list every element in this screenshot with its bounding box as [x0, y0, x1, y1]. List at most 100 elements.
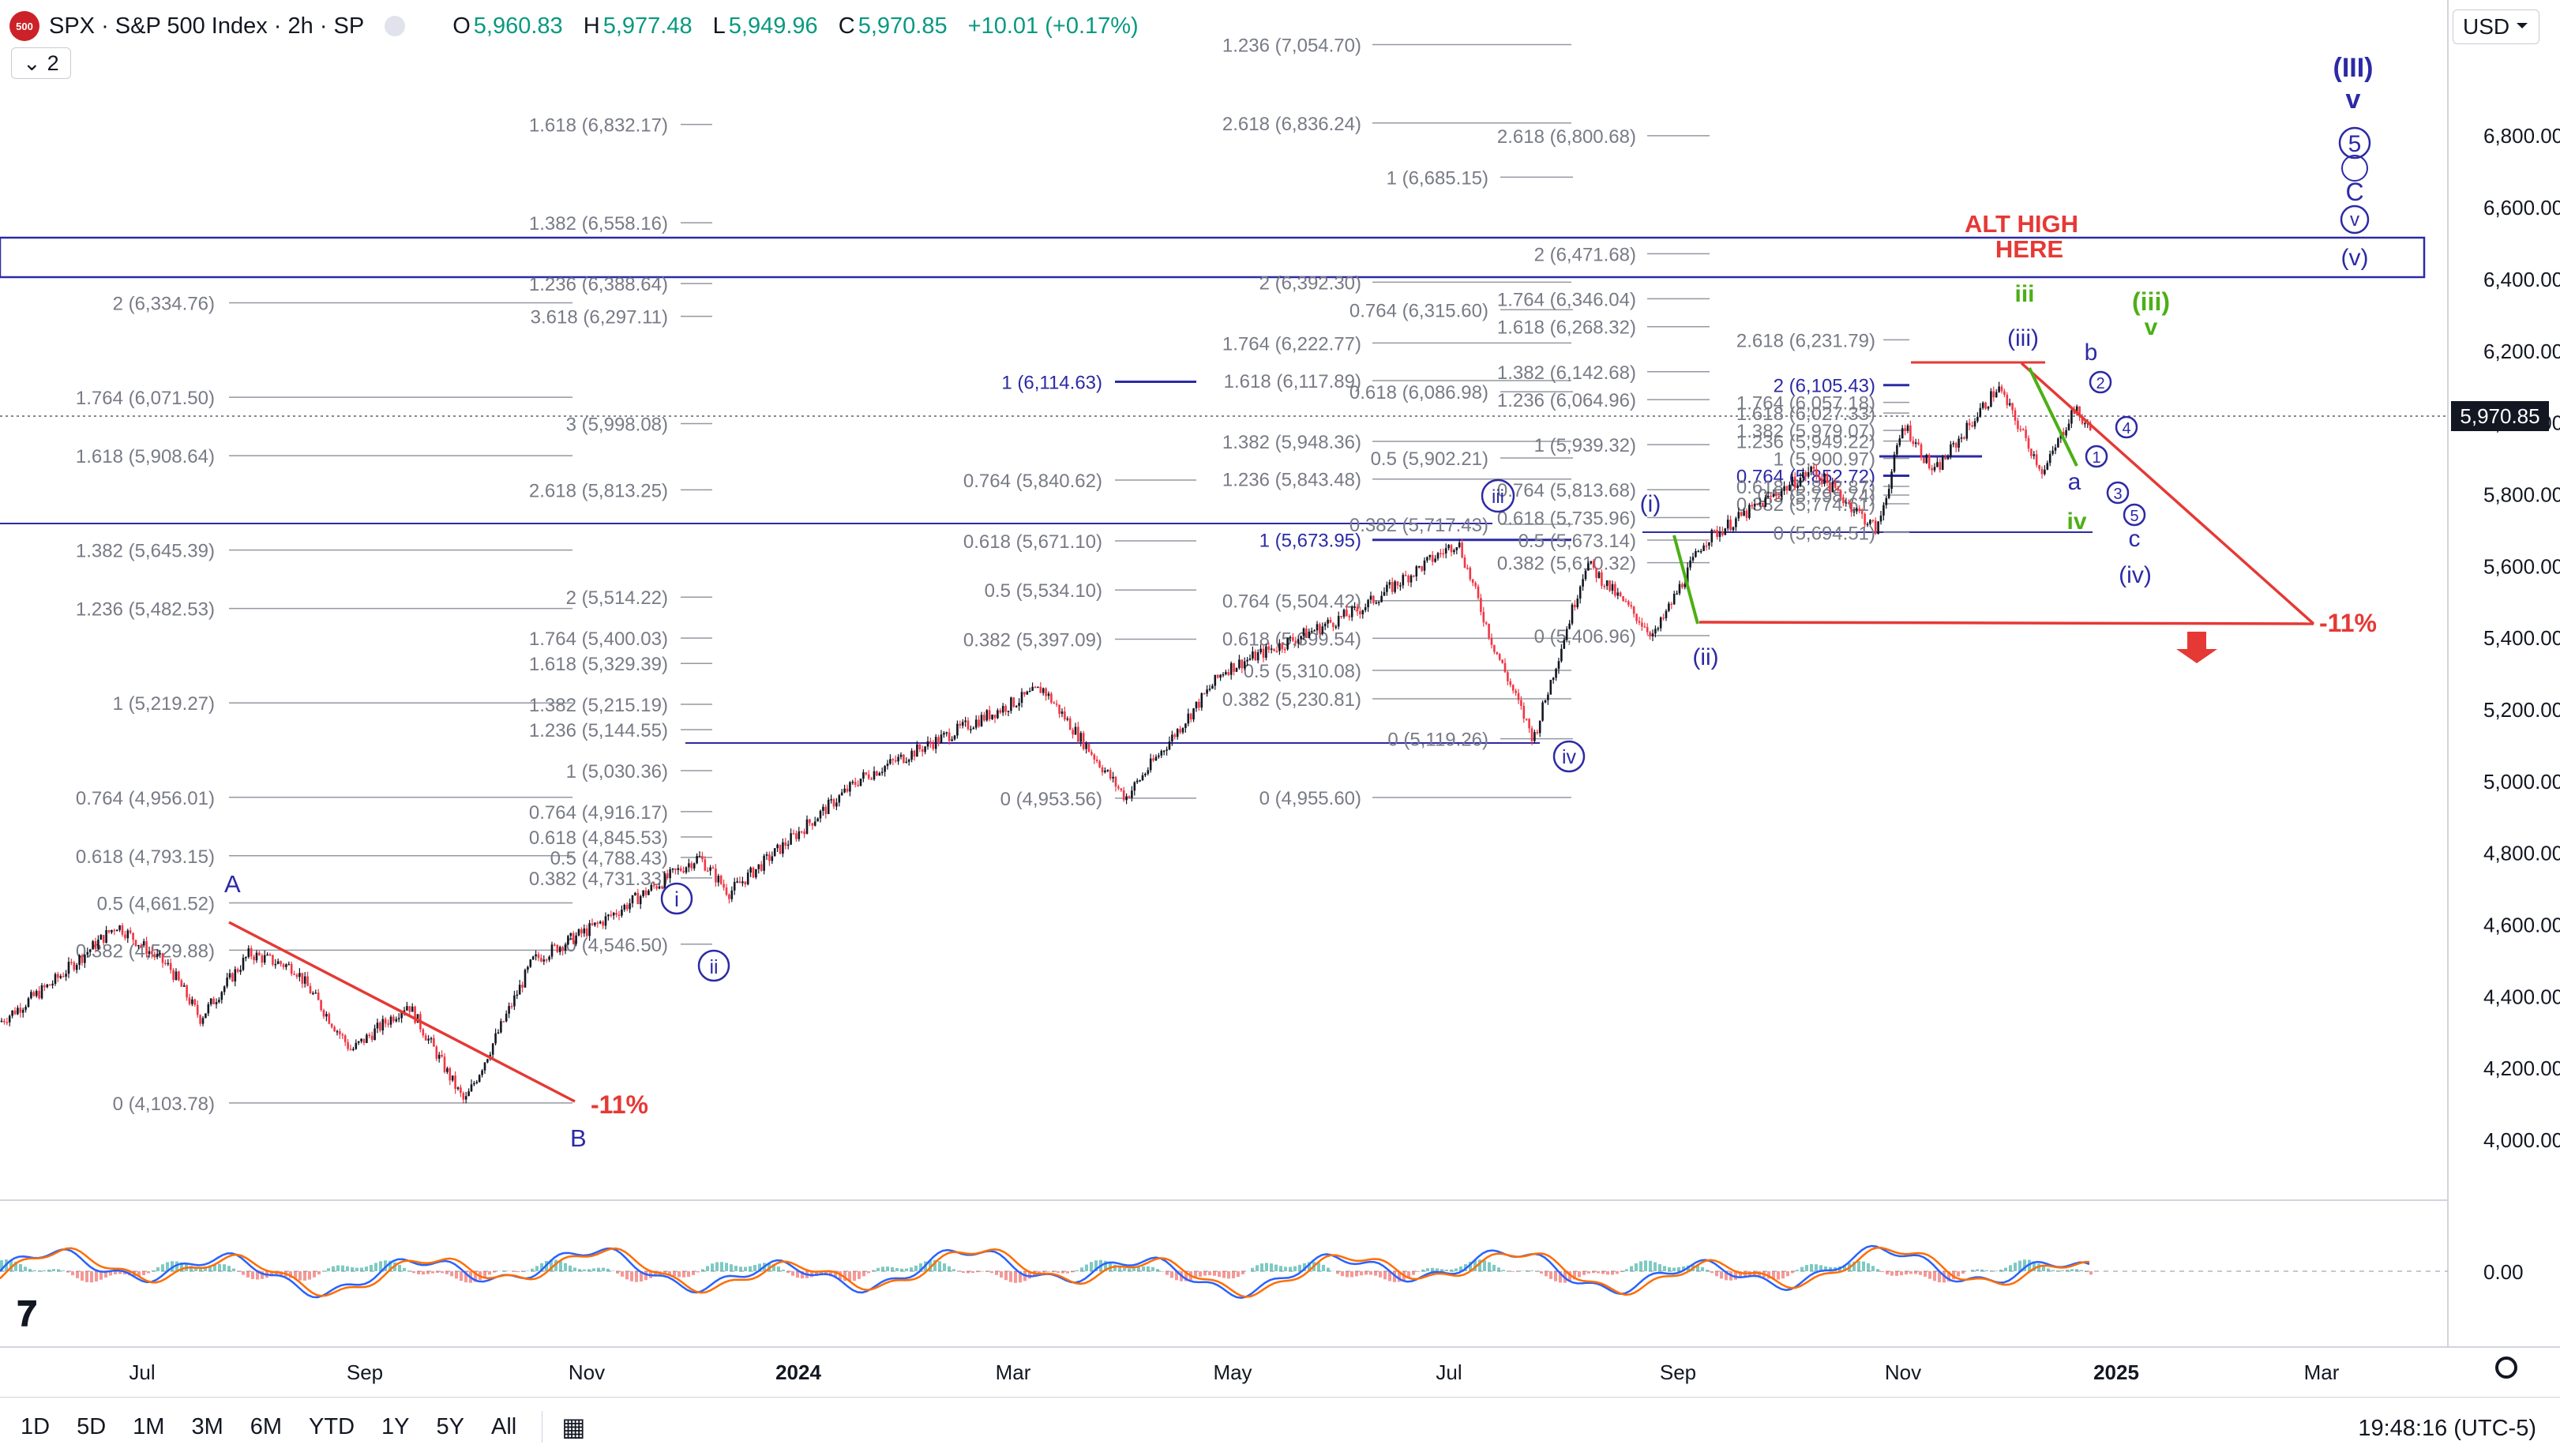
candle-body [1327, 619, 1329, 624]
histogram-bar [1123, 1267, 1126, 1271]
candle-body [1791, 476, 1794, 485]
candle-body [621, 910, 623, 916]
histogram-bar [962, 1271, 965, 1274]
candle-body [1981, 402, 1984, 408]
timeframe-button[interactable]: 3M [191, 1413, 223, 1439]
green-wave-segment-recent [2028, 367, 2078, 467]
candle-body [615, 913, 617, 915]
candle-body [1576, 599, 1579, 608]
candle-body [803, 831, 805, 835]
histogram-bar [1388, 1271, 1391, 1282]
candle-body [1026, 691, 1029, 695]
svg-text:4: 4 [2122, 420, 2130, 437]
histogram-bar [370, 1264, 373, 1271]
candle-body [1906, 425, 1909, 431]
candle-body [178, 971, 180, 981]
candle-body [339, 1030, 341, 1035]
histogram-bar [1047, 1271, 1050, 1272]
histogram-bar [711, 1263, 714, 1271]
indicators-toggle[interactable]: ⌄ 2 [11, 47, 71, 79]
candle-body [1386, 584, 1388, 592]
timeframe-button[interactable]: 6M [250, 1413, 283, 1439]
timeframe-button[interactable]: YTD [309, 1413, 355, 1439]
candle-body [2040, 468, 2044, 475]
candle-body [231, 973, 234, 981]
candle-body [1294, 640, 1297, 644]
candle-body [502, 1021, 505, 1023]
candle-body [913, 750, 916, 757]
candle-body [746, 872, 749, 885]
svg-text:iv: iv [1562, 746, 1577, 768]
histogram-bar [223, 1264, 226, 1271]
symbol-status-icon[interactable] [385, 16, 406, 36]
candle-body [997, 710, 999, 719]
candle-body [1702, 545, 1705, 551]
fib-level-label: 1 (6,685.15) [1387, 167, 1488, 189]
candle-body [1735, 518, 1737, 527]
gear-icon[interactable] [2495, 1357, 2517, 1379]
currency-select[interactable]: USD [2453, 9, 2539, 44]
candle-body [607, 914, 610, 917]
candle-body [67, 962, 70, 974]
candle-body [652, 884, 655, 887]
candle-body [1206, 689, 1208, 694]
candle-body [993, 715, 997, 719]
calendar-icon[interactable]: ▦ [561, 1413, 586, 1441]
candle-body [333, 1026, 336, 1032]
histogram-bar [384, 1260, 387, 1271]
histogram-bar [1881, 1271, 1884, 1273]
candle-body [1635, 614, 1638, 621]
candle-body [1641, 622, 1643, 627]
candle-body [1149, 758, 1152, 771]
histogram-bar [1578, 1271, 1581, 1278]
histogram-bar [1905, 1271, 1908, 1275]
candle-body [903, 754, 905, 763]
candle-body [1654, 629, 1657, 634]
fib-level-label: 2.618 (6,836.24) [1222, 114, 1361, 135]
timeframe-button[interactable]: 1M [133, 1413, 165, 1439]
candle-body [285, 964, 287, 967]
timeframe-button[interactable]: 5D [77, 1413, 107, 1439]
histogram-bar [2014, 1263, 2017, 1271]
histogram-bar [583, 1269, 586, 1271]
time-axis: Jul Sep Nov 2024 Mar May Jul Sep Nov 2025 Mar [129, 1360, 2339, 1384]
symbol-title[interactable]: SPX · S&P 500 Index · 2h · SP [49, 13, 365, 39]
histogram-bar [166, 1262, 169, 1271]
fib-level-label: 2.618 (6,231.79) [1736, 330, 1875, 351]
histogram-bar [407, 1270, 411, 1271]
histogram-bar [985, 1271, 989, 1272]
candle-body [1423, 560, 1426, 571]
candle-body [35, 990, 38, 996]
timeframe-button[interactable]: 1Y [381, 1413, 410, 1439]
timeframe-button[interactable]: 1D [21, 1413, 51, 1439]
candle-body [1954, 443, 1958, 448]
candle-body [1632, 606, 1635, 614]
candle-body [636, 892, 640, 905]
candle-body [1944, 456, 1946, 460]
histogram-bar [1274, 1264, 1278, 1271]
time-tick-label: Nov [1885, 1360, 1921, 1384]
histogram-bar [1649, 1260, 1652, 1271]
candle-body [583, 928, 586, 934]
timeframe-button[interactable]: All [491, 1413, 517, 1439]
candle-body [1189, 713, 1192, 720]
timeframe-button[interactable]: 5Y [436, 1413, 465, 1439]
candle-body [456, 1087, 460, 1090]
histogram-bar [1696, 1265, 1699, 1271]
candle-body [1864, 513, 1866, 525]
candle-body [1684, 584, 1687, 587]
histogram-bar [569, 1265, 572, 1271]
candle-body [859, 779, 862, 786]
candle-body [2081, 415, 2084, 424]
histogram-bar [1791, 1271, 1794, 1274]
histogram-bar [1455, 1268, 1458, 1271]
candle-body [1045, 688, 1047, 696]
candle-body [1890, 471, 1893, 490]
price-tick-label: 6,600.00 [2483, 196, 2560, 220]
candle-body [2046, 463, 2049, 470]
histogram-bar [1895, 1271, 1898, 1276]
candle-body [880, 771, 884, 774]
candle-body [46, 984, 49, 988]
histogram-bar [1094, 1260, 1098, 1271]
